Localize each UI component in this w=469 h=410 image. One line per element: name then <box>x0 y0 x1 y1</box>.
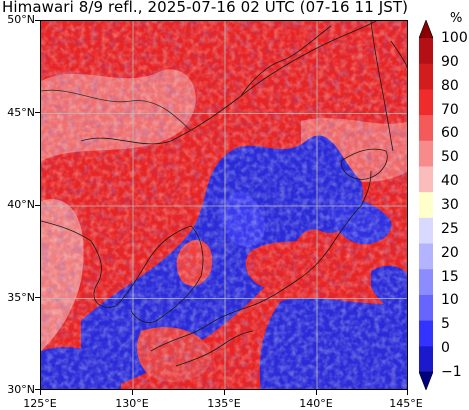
colorbar-segment <box>419 269 433 296</box>
lat-label-50: 50°N <box>7 13 35 26</box>
lon-tick <box>316 390 317 395</box>
colorbar-tick-label: 60 <box>441 125 459 142</box>
colorbar-segment <box>419 346 433 373</box>
colorbar-tick-label: 80 <box>441 77 459 94</box>
colorbar-tick-label: 25 <box>441 220 459 237</box>
colorbar-extend-max <box>419 20 433 39</box>
lat-tick <box>35 297 40 298</box>
colorbar-segment <box>419 294 433 322</box>
colorbar-segment <box>419 320 433 347</box>
colorbar-segment <box>419 63 433 90</box>
lon-tick <box>132 390 133 395</box>
colorbar-extend-min <box>419 371 433 390</box>
coastlines <box>41 21 407 367</box>
colorbar-tick-label: 50 <box>441 149 459 166</box>
colorbar-tick-label: 70 <box>441 101 459 118</box>
lat-label-40: 40°N <box>7 198 35 211</box>
lon-tick <box>407 390 408 395</box>
colorbar-tick-label: −1 <box>441 364 462 380</box>
lon-label-135: 135°E <box>207 397 241 410</box>
lon-label-140: 140°E <box>299 397 333 410</box>
lat-tick <box>35 112 40 113</box>
colorbar-tick-label: 5 <box>441 316 450 333</box>
map-title: Himawari 8/9 refl., 2025-07-16 02 UTC (0… <box>2 0 409 16</box>
colorbar-tick-label: 0 <box>441 340 450 357</box>
colorbar-tick-label: 40 <box>441 173 459 190</box>
colorbar-tick-label: 90 <box>441 53 459 70</box>
reflectance-map[interactable] <box>40 20 408 390</box>
colorbar-segment <box>419 166 433 193</box>
lat-label-45: 45°N <box>7 106 35 119</box>
colorbar-segment <box>419 140 433 167</box>
colorbar-unit: % <box>450 11 463 26</box>
lon-tick <box>224 390 225 395</box>
colorbar-segment <box>419 192 433 219</box>
graticule <box>41 21 407 389</box>
colorbar-segment <box>419 89 433 116</box>
colorbar-segment <box>419 243 433 270</box>
colorbar-tick-label: 30 <box>441 197 459 213</box>
lon-tick <box>40 390 41 395</box>
reflectance-svg <box>41 21 407 389</box>
lat-label-30: 30°N <box>7 383 35 396</box>
lat-label-35: 35°N <box>7 291 35 304</box>
lon-label-125: 125°E <box>23 397 57 410</box>
colorbar-segment <box>419 115 433 142</box>
colorbar-segment <box>419 38 433 65</box>
colorbar-tick-label: 15 <box>441 268 459 285</box>
lat-tick <box>35 20 40 21</box>
colorbar-tick-label: 100 <box>441 30 468 46</box>
lat-tick <box>35 205 40 206</box>
colorbar <box>419 20 433 390</box>
colorbar-tick-label: 20 <box>441 244 459 261</box>
lon-label-130: 130°E <box>115 397 149 410</box>
lon-label-145: 145°E <box>389 397 423 410</box>
colorbar-tick-label: 10 <box>441 292 459 309</box>
colorbar-segment <box>419 217 433 245</box>
clear-texture <box>41 21 407 389</box>
lat-tick <box>35 389 40 390</box>
